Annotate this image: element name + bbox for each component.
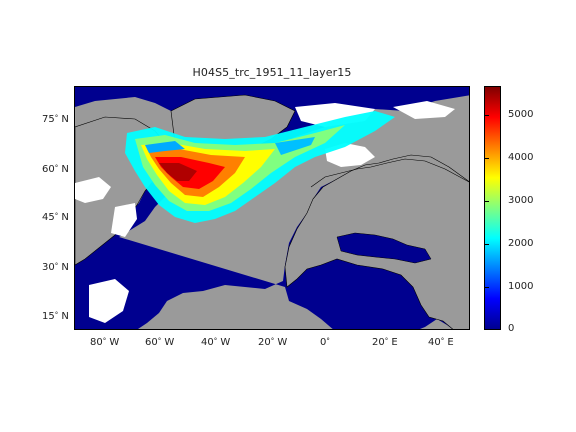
colorbar-label-2000: 2000 bbox=[508, 238, 534, 249]
lat-tick-30: 30° N bbox=[42, 262, 69, 273]
lat-tick-75: 75° N bbox=[42, 114, 69, 125]
colorbar-label-1000: 1000 bbox=[508, 281, 534, 292]
lon-tick-20w: 20° W bbox=[258, 337, 288, 348]
no-data-patch-barents bbox=[393, 101, 455, 119]
colorbar-label-0: 0 bbox=[508, 323, 515, 334]
colorbar-tick bbox=[485, 158, 489, 159]
lon-tick-60w: 60° W bbox=[145, 337, 175, 348]
colorbar-label-5000: 5000 bbox=[508, 109, 534, 120]
ocean-field bbox=[75, 87, 469, 329]
lat-tick-60: 60° N bbox=[42, 164, 69, 175]
colorbar-label-4000: 4000 bbox=[508, 152, 534, 163]
colorbar-tick bbox=[485, 201, 489, 202]
atlantic-ocean bbox=[75, 87, 469, 329]
lon-tick-0: 0° bbox=[320, 337, 330, 348]
no-data-patch-caribbean bbox=[89, 279, 129, 323]
lon-tick-80w: 80° W bbox=[90, 337, 120, 348]
colorbar bbox=[484, 86, 501, 330]
colorbar-label-3000: 3000 bbox=[508, 195, 534, 206]
map-title: H04S5_trc_1951_11_layer15 bbox=[192, 66, 352, 79]
lon-tick-40w: 40° W bbox=[201, 337, 231, 348]
lat-tick-15: 15° N bbox=[42, 311, 69, 322]
map-plot-area bbox=[74, 86, 470, 330]
lon-tick-40e: 40° E bbox=[428, 337, 454, 348]
no-data-patch-labrador bbox=[75, 177, 111, 203]
colorbar-tick bbox=[485, 287, 489, 288]
colorbar-tick bbox=[485, 115, 489, 116]
no-data-patch-newfoundland bbox=[111, 203, 137, 237]
mediterranean-sea bbox=[336, 232, 432, 264]
colorbar-tick bbox=[485, 244, 489, 245]
colorbar-tick bbox=[485, 329, 489, 330]
lon-tick-20e: 20° E bbox=[372, 337, 398, 348]
lat-tick-45: 45° N bbox=[42, 212, 69, 223]
map-svg bbox=[75, 87, 469, 329]
european-coastline bbox=[310, 158, 469, 188]
tracer-plume bbox=[125, 111, 395, 223]
